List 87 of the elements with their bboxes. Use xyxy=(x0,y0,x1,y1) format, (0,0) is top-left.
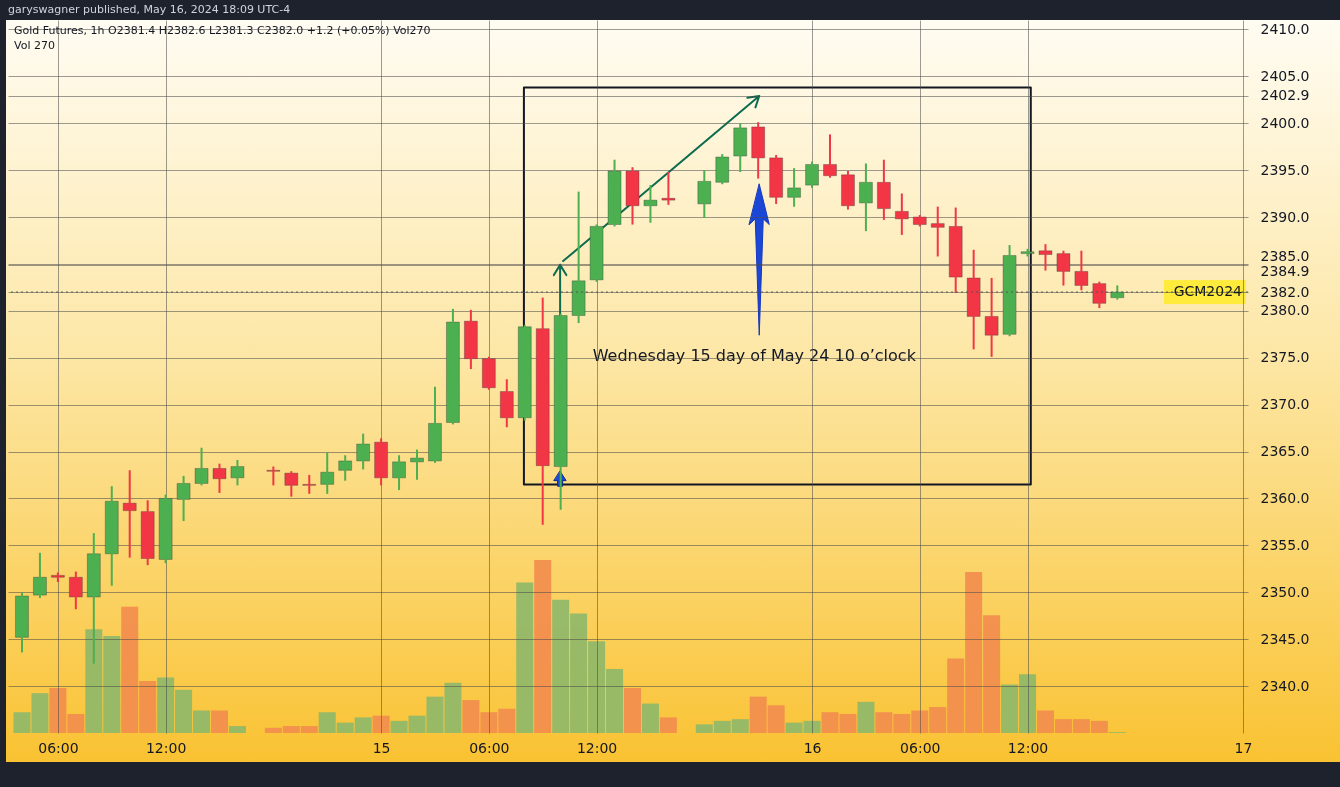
candlestick xyxy=(697,170,712,219)
y-tick-label: 2365.0 xyxy=(1260,443,1310,460)
bar xyxy=(623,688,641,733)
text: Vol 270 xyxy=(14,38,56,53)
candlestick xyxy=(912,215,927,227)
candlestick xyxy=(1092,281,1107,309)
bar xyxy=(211,710,228,733)
candlestick xyxy=(284,471,299,497)
y-tick-label: 2350.0 xyxy=(1260,583,1310,600)
candlestick xyxy=(176,475,191,522)
candlestick xyxy=(589,224,604,282)
candlestick xyxy=(715,154,730,185)
candlestick xyxy=(1020,248,1035,257)
bar xyxy=(228,726,246,733)
candlestick xyxy=(1110,285,1125,300)
bar xyxy=(516,582,534,733)
candlestick xyxy=(948,207,963,294)
ref-line-label: GCM2024 xyxy=(1173,283,1243,300)
bar xyxy=(857,701,875,733)
x-tick-label: 06:00 xyxy=(38,739,79,756)
y-tick-label: 2380.0 xyxy=(1260,302,1310,319)
candlestick xyxy=(1056,250,1071,286)
y-tick-label: 2370.0 xyxy=(1260,396,1310,413)
x-tick-label: 17 xyxy=(1234,739,1253,756)
candlestick xyxy=(841,170,855,210)
x-tick-label: 12:00 xyxy=(1007,739,1049,756)
bar xyxy=(372,715,390,733)
x-tick-label: 16 xyxy=(803,739,822,756)
candlestick xyxy=(805,161,819,188)
candlestick xyxy=(428,386,442,463)
text: garyswagner published, May 16, 2024 18:09 UTC-4 xyxy=(8,3,291,16)
x-tick-label: 12:00 xyxy=(145,739,187,756)
y-tick-label: 2355.0 xyxy=(1260,536,1310,553)
candlestick xyxy=(33,552,47,598)
y-tick-label: 2402.9 xyxy=(1260,87,1310,104)
y-tick-label: 2400.0 xyxy=(1260,114,1310,131)
candlestick xyxy=(984,277,999,357)
candlestick xyxy=(859,163,873,232)
y-tick-label: 2390.0 xyxy=(1260,208,1310,225)
candlestick xyxy=(787,168,801,207)
candlestick xyxy=(338,455,352,481)
x-tick-label: 06:00 xyxy=(900,739,941,756)
candlestick xyxy=(302,474,317,494)
chart-title: Gold Futures, 1h O2381.4 H2382.6 L2381.3 C2382.0 +1.2 (+0.05%) Vol270 xyxy=(14,23,431,38)
y-tick-label: 2340.0 xyxy=(1260,677,1310,694)
y-tick-label: 2382.0 xyxy=(1260,283,1310,300)
candlestick xyxy=(230,459,245,486)
y-tick-label: 2405.0 xyxy=(1260,67,1310,84)
candlestick xyxy=(69,571,83,610)
candlestick xyxy=(571,191,586,324)
y-tick-label: 2385.0 xyxy=(1260,248,1310,265)
candlestick xyxy=(212,463,227,493)
candlestick xyxy=(410,449,424,480)
candlestick xyxy=(392,455,406,491)
candlestick xyxy=(1074,250,1089,291)
x-tick-label: 06:00 xyxy=(469,739,510,756)
candlestick xyxy=(930,206,945,257)
bar xyxy=(534,559,552,733)
candlestick xyxy=(1038,244,1053,271)
y-tick-label: 2410.0 xyxy=(1260,20,1310,37)
candlestick xyxy=(625,167,640,225)
candlestick xyxy=(15,592,29,653)
candlestick xyxy=(643,185,658,223)
candlestick xyxy=(266,466,281,486)
bar xyxy=(641,703,659,733)
candlestick xyxy=(158,494,173,564)
candlestick xyxy=(769,155,783,204)
candlestick xyxy=(607,159,622,227)
candlestick xyxy=(51,572,65,583)
candlestick xyxy=(661,171,676,205)
bar xyxy=(659,717,677,733)
y-tick-label: 2345.0 xyxy=(1260,630,1310,647)
y-tick-label: 2360.0 xyxy=(1260,489,1310,506)
candlestick xyxy=(320,452,335,494)
candlestick xyxy=(194,447,209,486)
y-tick-label: 2384.9 xyxy=(1260,263,1310,280)
x-tick-label: 15 xyxy=(372,739,391,756)
annotation: Wednesday 15 day of May 24 10 o’clock xyxy=(592,345,917,365)
candlestick xyxy=(356,433,370,470)
y-tick-label: 2375.0 xyxy=(1260,349,1310,366)
candlestick xyxy=(464,309,478,370)
candlestick xyxy=(751,122,765,179)
y-tick-label: 2395.0 xyxy=(1260,161,1310,178)
x-tick-label: 12:00 xyxy=(576,739,618,756)
candlestick xyxy=(895,193,909,235)
candlestick xyxy=(733,123,748,173)
candlestick xyxy=(1002,245,1017,337)
